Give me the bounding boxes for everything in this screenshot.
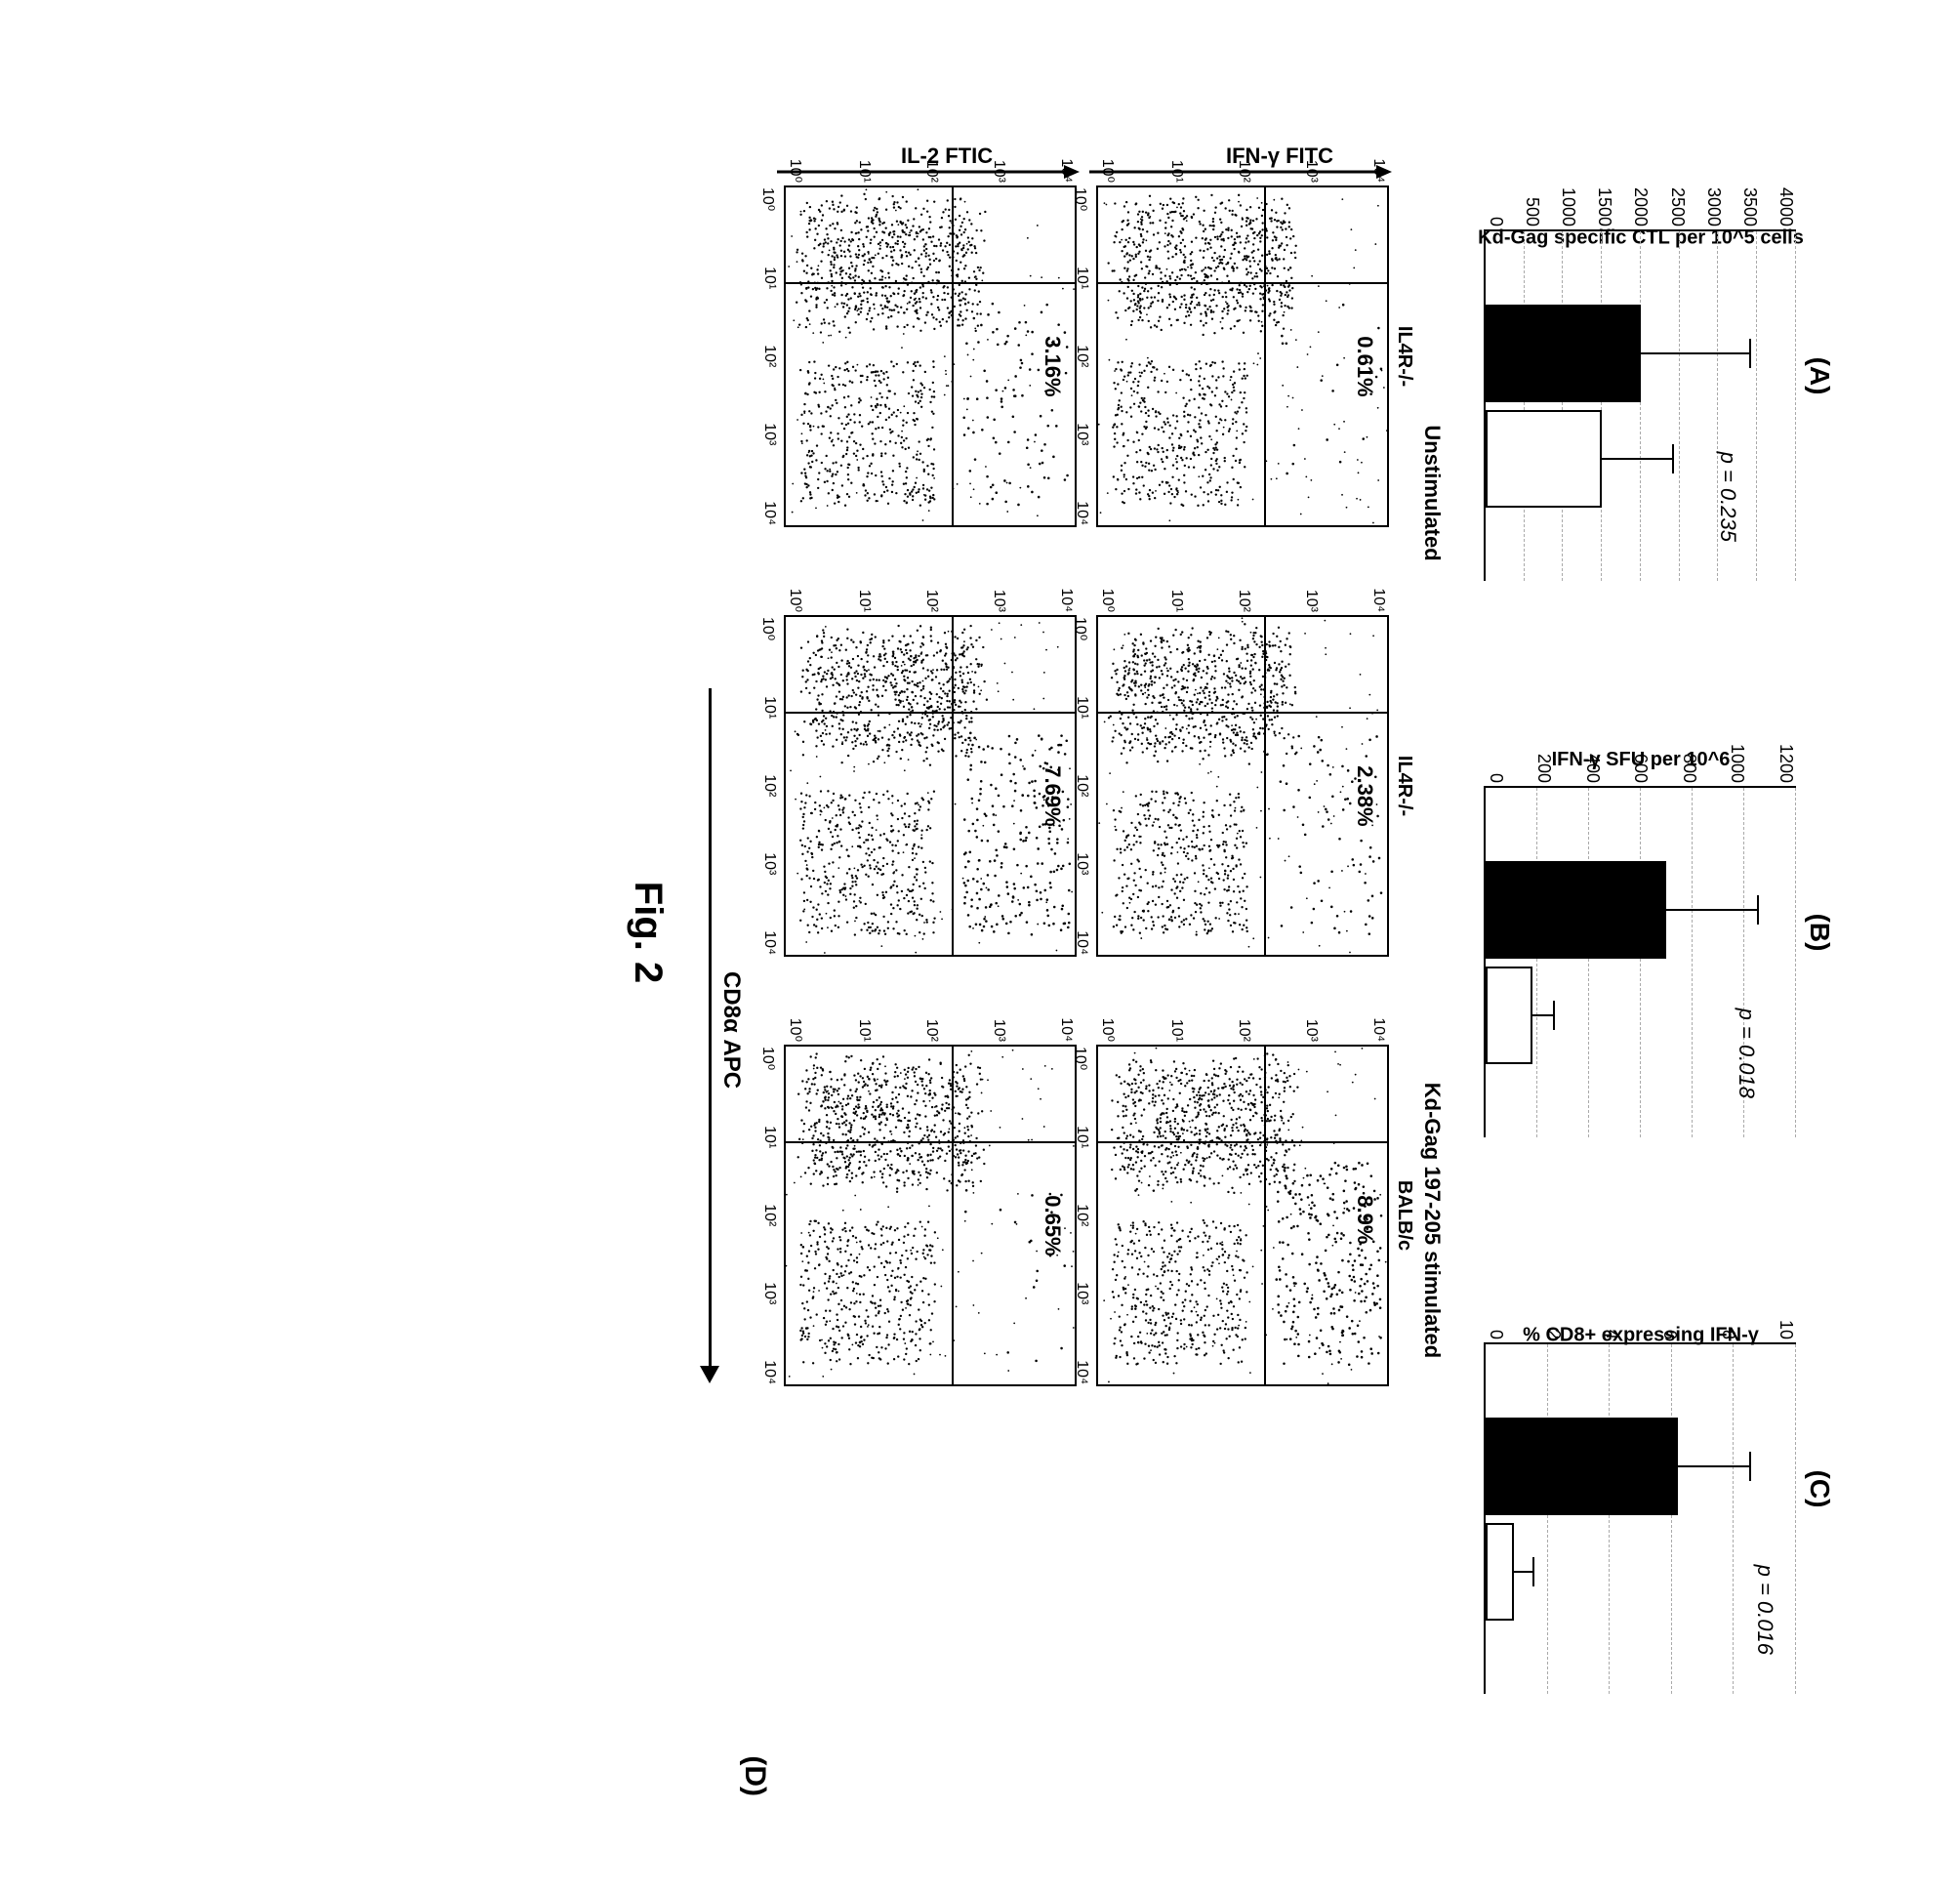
bar-chart-b: IFN-γ SFU per 10^6 120010008006004002000… — [1484, 786, 1796, 1137]
scatter-box: 7.69%10⁰10¹10²10³10⁴10⁰10¹10²10³10⁴ — [784, 615, 1077, 957]
scatter-plot: 3.16%10⁰10¹10²10³10⁴10⁰10¹10²10³10⁴ — [784, 185, 1077, 527]
bar-chart-a: Kd-Gag specific CTL per 10^5 cells 40003… — [1484, 229, 1796, 581]
figure-caption: Fig. 2 — [626, 127, 670, 1738]
row1-plots: IL4R-/-0.61%10⁰10¹10²10³10⁴10⁰10¹10²10³1… — [1096, 185, 1415, 1386]
panel-b: (B) IFN-γ SFU per 10^6 12001000800600400… — [1484, 727, 1835, 1137]
scatter-box: 2.38%10⁰10¹10²10³10⁴10⁰10¹10²10³10⁴ — [1096, 615, 1389, 957]
x-axis-label: CD8α APC — [717, 322, 745, 1738]
quadrant-percent: 0.65% — [1040, 1195, 1065, 1255]
scatter-row-2: IL-2 FTIC 3.16%10⁰10¹10²10³10⁴10⁰10¹10²1… — [784, 127, 1077, 1738]
x-axis-arrow — [709, 688, 712, 1372]
scatter-plot: BALB/c8.9%10⁰10¹10²10³10⁴10⁰10¹10²10³10⁴ — [1096, 1045, 1415, 1386]
stim-stimulated: Kd-Gag 197-205 stimulated — [1419, 840, 1445, 1601]
scatter-section: Unstimulated Kd-Gag 197-205 stimulated I… — [709, 127, 1445, 1738]
stim-unstimulated: Unstimulated — [1419, 322, 1445, 664]
panel-c-label: (C) — [1804, 1284, 1835, 1694]
scatter-box: 8.9%10⁰10¹10²10³10⁴10⁰10¹10²10³10⁴ — [1096, 1045, 1389, 1386]
arrow-right-icon — [700, 1366, 719, 1383]
plot-title: IL4R-/- — [1393, 615, 1415, 957]
plot-title: BALB/c — [1393, 1045, 1415, 1386]
scatter-plot: IL4R-/-0.61%10⁰10¹10²10³10⁴10⁰10¹10²10³1… — [1096, 185, 1415, 527]
scatter-box: 3.16%10⁰10¹10²10³10⁴10⁰10¹10²10³10⁴ — [784, 185, 1077, 527]
panel-b-label: (B) — [1804, 727, 1835, 1137]
scatter-plot: 0.65%10⁰10¹10²10³10⁴10⁰10¹10²10³10⁴ — [784, 1045, 1077, 1386]
panel-d-label: (D) — [738, 1755, 771, 1796]
scatter-plot: IL4R-/-2.38%10⁰10¹10²10³10⁴10⁰10¹10²10³1… — [1096, 615, 1415, 957]
scatter-row-1: IFN-γ FITC IL4R-/-0.61%10⁰10¹10²10³10⁴10… — [1096, 127, 1415, 1738]
figure-container: (A) Kd-Gag specific CTL per 10^5 cells 4… — [127, 127, 1835, 1738]
scatter-box: 0.65%10⁰10¹10²10³10⁴10⁰10¹10²10³10⁴ — [784, 1045, 1077, 1386]
panel-c: (C) % CD8+ expressing IFN-γ 1086420p = 0… — [1484, 1284, 1835, 1694]
quadrant-percent: 3.16% — [1040, 336, 1065, 396]
panel-a-label: (A) — [1804, 171, 1835, 581]
stimulation-header: Unstimulated Kd-Gag 197-205 stimulated — [1419, 322, 1445, 1738]
quadrant-percent: 8.9% — [1352, 1195, 1377, 1244]
bar-chart-c: % CD8+ expressing IFN-γ 1086420p = 0.016 — [1484, 1342, 1796, 1694]
quadrant-percent: 0.61% — [1352, 336, 1377, 396]
scatter-plot: 7.69%10⁰10¹10²10³10⁴10⁰10¹10²10³10⁴ — [784, 615, 1077, 957]
plot-title: IL4R-/- — [1393, 185, 1415, 527]
quadrant-percent: 2.38% — [1352, 765, 1377, 826]
quadrant-percent: 7.69% — [1040, 765, 1065, 826]
row2-plots: 3.16%10⁰10¹10²10³10⁴10⁰10¹10²10³10⁴ 7.69%… — [784, 185, 1077, 1386]
scatter-box: 0.61%10⁰10¹10²10³10⁴10⁰10¹10²10³10⁴ — [1096, 185, 1389, 527]
x-axis-section: CD8α APC — [709, 322, 745, 1738]
panel-a: (A) Kd-Gag specific CTL per 10^5 cells 4… — [1484, 171, 1835, 581]
bar-chart-row: (A) Kd-Gag specific CTL per 10^5 cells 4… — [1484, 127, 1835, 1738]
